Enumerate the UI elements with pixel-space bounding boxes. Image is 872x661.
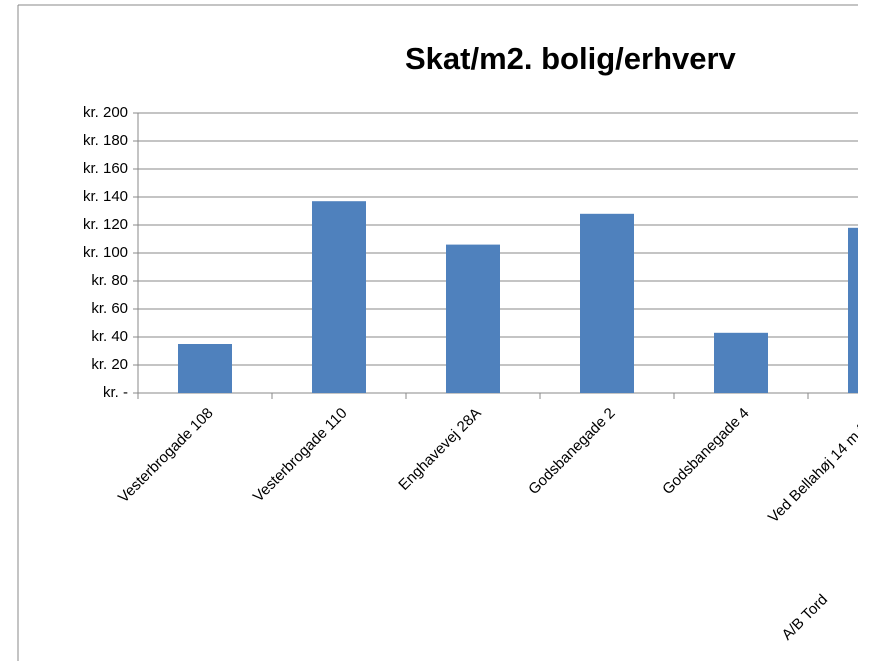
y-tick-label: kr. 120 (83, 216, 128, 233)
bar (312, 201, 366, 393)
bar (714, 332, 768, 393)
y-tick-label: kr. 160 (83, 160, 128, 177)
chart-title: Skat/m2. bolig/erhverv (405, 41, 737, 76)
x-tick-label: Ved Bellahøj 14 m.fl., A (765, 405, 872, 527)
y-tick-label: kr. 20 (91, 356, 128, 373)
y-tick-label: kr. 180 (83, 132, 128, 149)
chart-area: Skat/m2. bolig/erhverv kr. - kr. 20 kr. 40… (17, 4, 872, 661)
y-tick-label: kr. 80 (91, 272, 128, 289)
y-tick-label: kr. 40 (91, 328, 128, 345)
x-tick-label: A/B Tord (779, 591, 832, 644)
y-tick-label: kr. 200 (83, 104, 128, 121)
bar (178, 344, 232, 393)
bar (580, 213, 634, 393)
y-tick-label: kr. 60 (91, 300, 128, 317)
bar (848, 227, 858, 393)
y-tick-label: kr. - (103, 384, 128, 401)
x-tick-label: Vesterbrogade 108 (115, 405, 217, 507)
x-tick-label: Vesterbrogade 110 (250, 405, 351, 506)
x-tick-label: Godsbanegade 4 (659, 405, 752, 498)
y-tick-label: kr. 140 (83, 188, 128, 205)
x-tick-label: Godsbanegade 2 (525, 405, 618, 498)
y-tick-label: kr. 100 (83, 244, 128, 261)
bar (446, 244, 500, 393)
x-tick-label: Enghavevej 28A (395, 405, 484, 494)
